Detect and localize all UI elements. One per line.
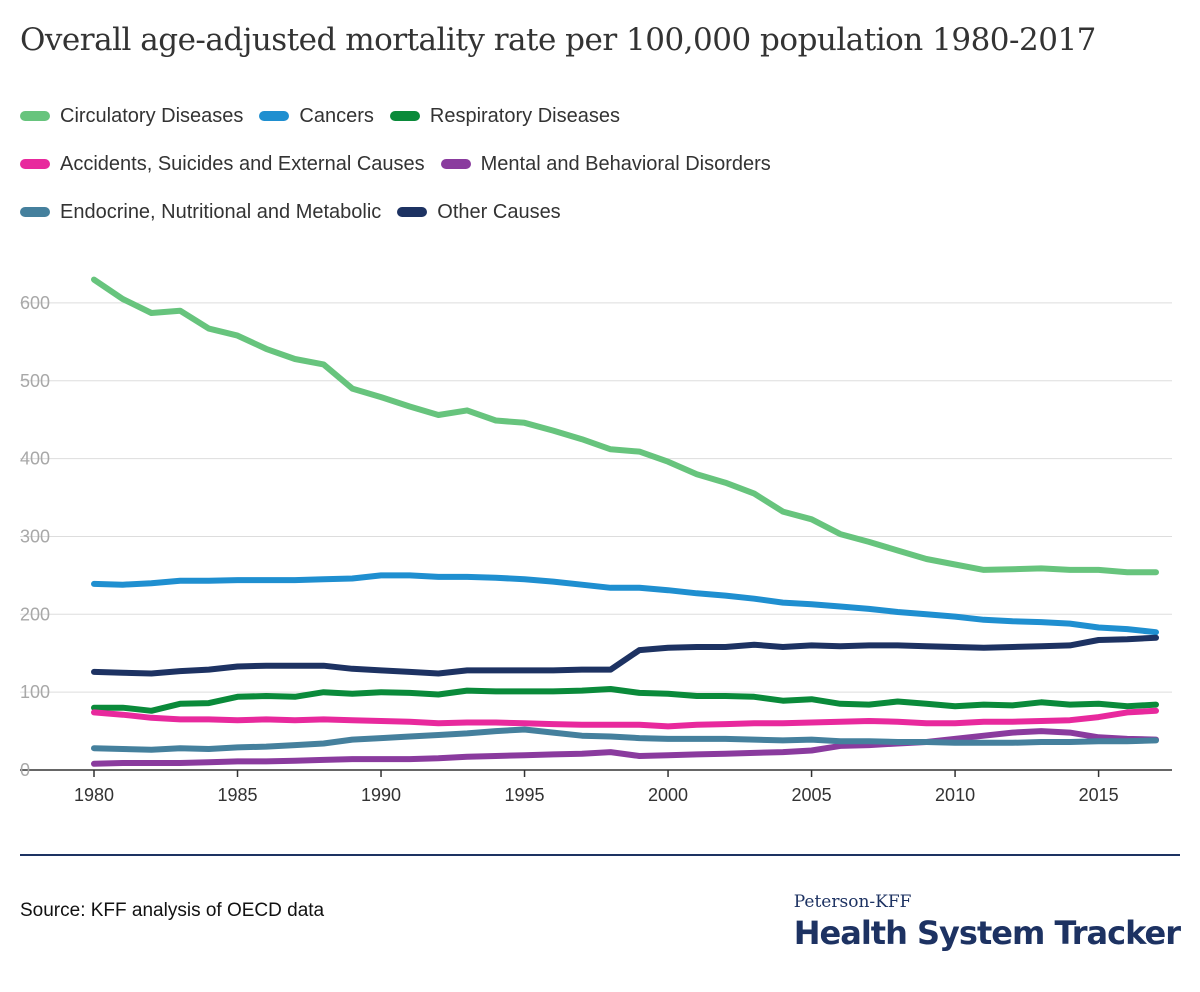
footer-divider	[20, 854, 1180, 856]
x-tick-label-2005: 2005	[792, 785, 832, 805]
legend-swatch-circulatory	[20, 111, 50, 121]
legend: Circulatory Diseases Cancers Respiratory…	[20, 92, 1180, 236]
x-axis: 1980 1985 1990 1995 2000 2005 2010 2015	[74, 770, 1119, 805]
y-tick-label-100: 100	[20, 682, 50, 702]
series-line-respiratory-diseases	[91, 686, 1159, 714]
y-tick-label-200: 200	[20, 604, 50, 624]
legend-row-3: Endocrine, Nutritional and Metabolic Oth…	[20, 188, 1180, 236]
legend-swatch-mental	[440, 159, 471, 169]
legend-label-endocrine: Endocrine, Nutritional and Metabolic	[60, 200, 382, 223]
chart-title: Overall age-adjusted mortality rate per …	[20, 22, 1096, 58]
gridlines	[20, 302, 1172, 771]
legend-label-other: Other Causes	[437, 200, 561, 223]
series-line-mental-and-behavioral-disorders	[91, 728, 1159, 767]
y-tick-label-500: 500	[20, 371, 50, 391]
brand-small-text: Peterson-KFF	[793, 892, 912, 912]
x-tick-label-2015: 2015	[1079, 785, 1119, 805]
y-tick-label-0: 0	[20, 760, 30, 780]
legend-row-2: Accidents, Suicides and External Causes …	[20, 140, 1180, 188]
x-tick-label-1980: 1980	[74, 785, 114, 805]
source-note: Source: KFF analysis of OECD data	[20, 900, 325, 921]
legend-item-respiratory: Respiratory Diseases	[389, 104, 620, 128]
legend-swatch-accidents	[20, 159, 50, 169]
legend-item-endocrine: Endocrine, Nutritional and Metabolic	[20, 201, 381, 224]
legend-swatch-cancers	[259, 111, 290, 121]
legend-item-circulatory: Circulatory Diseases	[20, 105, 243, 128]
legend-label-circulatory: Circulatory Diseases	[60, 104, 244, 127]
legend-swatch-endocrine	[20, 207, 50, 217]
series-line-other-causes	[91, 634, 1159, 677]
x-tick-label-1995: 1995	[505, 785, 545, 805]
series-line-accidents-suicides-and-external-causes	[91, 707, 1159, 730]
x-tick-label-1985: 1985	[217, 785, 257, 805]
legend-item-mental: Mental and Behavioral Disorders	[440, 152, 771, 176]
y-tick-label-400: 400	[20, 449, 50, 469]
legend-swatch-other	[397, 207, 428, 217]
series-line-endocrine-nutritional-and-metabolic	[91, 726, 1159, 753]
y-tick-label-300: 300	[20, 526, 50, 546]
legend-item-other: Other Causes	[397, 200, 561, 224]
legend-row-1: Circulatory Diseases Cancers Respiratory…	[20, 92, 1180, 140]
series-lines	[91, 276, 1159, 767]
x-tick-label-2010: 2010	[935, 785, 975, 805]
legend-label-respiratory: Respiratory Diseases	[429, 104, 620, 127]
brand-big-text: Health System Tracker	[793, 914, 1181, 952]
x-tick-label-1990: 1990	[361, 785, 401, 805]
legend-swatch-respiratory	[389, 111, 420, 121]
y-tick-label-600: 600	[20, 293, 50, 313]
series-line-circulatory-diseases	[91, 276, 1159, 576]
legend-label-mental: Mental and Behavioral Disorders	[480, 152, 771, 175]
y-axis: 0 100 200 300 400 500 600	[20, 293, 50, 780]
x-tick-label-2000: 2000	[648, 785, 688, 805]
legend-item-cancers: Cancers	[259, 104, 374, 128]
legend-label-accidents: Accidents, Suicides and External Causes	[60, 152, 425, 175]
series-line-cancers	[91, 572, 1159, 636]
brand-logo: Peterson-KFF Health System Tracker	[793, 892, 1181, 952]
legend-label-cancers: Cancers	[299, 104, 374, 127]
legend-item-accidents: Accidents, Suicides and External Causes	[20, 153, 425, 176]
